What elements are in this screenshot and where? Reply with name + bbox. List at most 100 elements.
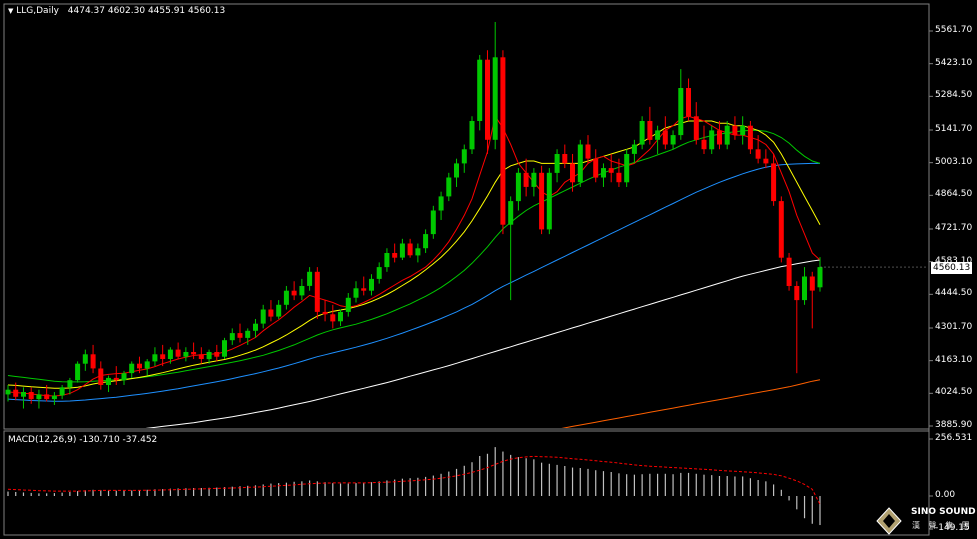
candle-body — [531, 172, 537, 187]
candle-body — [260, 309, 266, 324]
logo-name: SINO SOUND — [911, 507, 976, 517]
price-tick-label: 3885.90 — [935, 420, 973, 430]
logo-inner-icon — [883, 514, 895, 528]
price-tick-label: 5284.50 — [935, 90, 973, 101]
candle-body — [237, 333, 243, 338]
candle-body — [817, 267, 823, 288]
dropdown-triangle-icon[interactable]: ▼ — [8, 7, 14, 15]
candle-body — [469, 121, 475, 150]
price-tick-label: 5141.70 — [935, 123, 973, 134]
candle-body — [631, 144, 637, 154]
candle-body — [446, 177, 452, 197]
candle-body — [647, 121, 653, 140]
candle-body — [175, 349, 181, 357]
candle-body — [36, 394, 42, 400]
candle-body — [44, 394, 50, 400]
candle-body — [90, 354, 96, 369]
candle-body — [655, 130, 661, 140]
candle-body — [485, 59, 490, 140]
candle-body — [198, 354, 204, 359]
candle-body — [268, 309, 274, 317]
candle-body — [438, 196, 444, 211]
current-price-box: 4560.13 — [931, 262, 973, 274]
candle-body — [794, 286, 800, 301]
candle-body — [160, 354, 166, 359]
candle-body — [121, 373, 127, 381]
candle-body — [709, 130, 715, 150]
sino-sound-logo — [876, 507, 902, 535]
ma-blue-line — [7, 162, 820, 402]
candle-body — [662, 130, 668, 145]
candle-body — [407, 243, 413, 256]
candle-body — [28, 392, 34, 400]
candle-body — [314, 271, 320, 312]
candle-body — [214, 352, 220, 357]
candle-body — [183, 352, 189, 357]
candle-body — [152, 354, 158, 362]
candle-body — [732, 125, 738, 136]
candle-body — [98, 368, 104, 385]
candle-body — [546, 172, 552, 230]
chart-header: ▼ LLG,Daily 4474.37 4602.30 4455.91 4560… — [8, 6, 225, 16]
price-tick-label: 4163.10 — [935, 354, 973, 365]
macd-label: MACD(12,26,9) -130.710 -37.452 — [8, 435, 158, 445]
main-panel-frame — [3, 3, 930, 430]
price-tick-label: 4024.50 — [935, 387, 973, 398]
candle-body — [106, 377, 111, 385]
candle-body — [515, 172, 521, 202]
candle-body — [577, 144, 583, 183]
candle-body — [423, 234, 429, 249]
candle-body — [245, 330, 251, 338]
candle-body — [384, 253, 390, 268]
candle-body — [137, 363, 142, 369]
candle-body — [747, 125, 753, 150]
candle-body — [508, 201, 514, 225]
candle-body — [113, 377, 119, 381]
macd-tick-label: 256.531 — [935, 433, 973, 443]
candle-body — [167, 349, 173, 359]
candle-body — [624, 154, 630, 183]
candle-body — [539, 172, 545, 230]
price-tick-label: 5561.70 — [935, 25, 973, 35]
ohlc-label: 4474.37 4602.30 4455.91 4560.13 — [67, 6, 226, 16]
candle-body — [376, 267, 382, 279]
candle-body — [678, 88, 684, 136]
candle-body — [191, 352, 197, 355]
candle-body — [701, 139, 707, 150]
candle-body — [570, 163, 575, 183]
candle-body — [461, 149, 467, 164]
candle-body — [206, 352, 212, 360]
candle-body — [415, 248, 421, 256]
candle-body — [802, 276, 807, 301]
candle-body — [82, 354, 88, 364]
candle-body — [608, 168, 614, 173]
candle-body — [392, 253, 398, 258]
price-tick-label: 4301.70 — [935, 321, 973, 332]
candle-body — [59, 387, 65, 396]
candle-body — [330, 314, 336, 322]
price-tick-label: 4721.70 — [935, 222, 973, 233]
candle-body — [322, 311, 328, 315]
candle-body — [554, 154, 560, 173]
candle-body — [21, 392, 26, 397]
candle-body — [740, 125, 746, 136]
candle-body — [283, 290, 289, 305]
candle-body — [353, 288, 359, 298]
candle-body — [523, 172, 529, 187]
candle-body — [717, 130, 722, 145]
ma-fast-line — [7, 115, 821, 397]
price-tick-label: 4583.10 — [935, 255, 973, 266]
candle-body — [307, 271, 313, 286]
ma-white-line — [145, 259, 821, 428]
candle-body — [585, 144, 591, 159]
candle-body — [369, 278, 374, 291]
candle-body — [399, 243, 405, 258]
candle-body — [299, 286, 305, 296]
candle-body — [500, 57, 506, 225]
candle-body — [755, 149, 761, 159]
candle-body — [51, 395, 57, 400]
candle-body — [144, 361, 150, 369]
candle-body — [291, 290, 297, 296]
